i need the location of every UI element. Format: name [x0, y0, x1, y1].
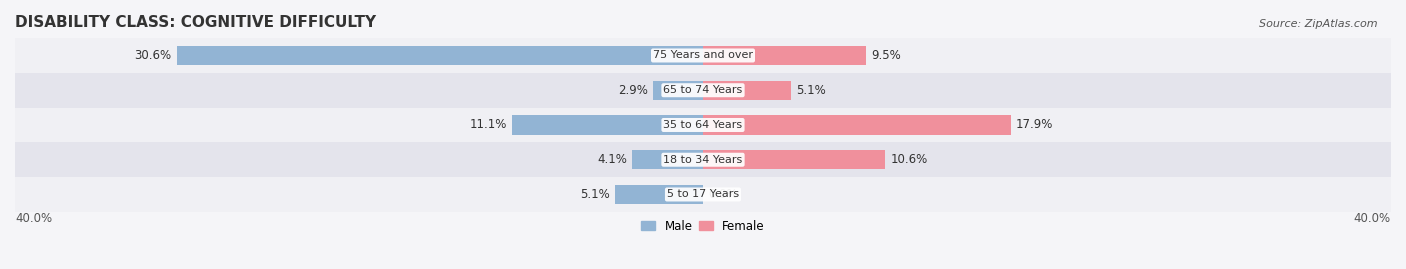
Legend: Male, Female: Male, Female [637, 215, 769, 237]
Text: 5.1%: 5.1% [796, 84, 825, 97]
Text: 9.5%: 9.5% [872, 49, 901, 62]
Bar [15, 38, 1391, 73]
Text: DISABILITY CLASS: COGNITIVE DIFFICULTY: DISABILITY CLASS: COGNITIVE DIFFICULTY [15, 15, 377, 30]
Bar [654, 81, 703, 100]
Text: 10.6%: 10.6% [890, 153, 928, 166]
Bar [633, 150, 703, 169]
Text: 65 to 74 Years: 65 to 74 Years [664, 85, 742, 95]
Bar [15, 73, 1391, 108]
Bar [703, 150, 886, 169]
Bar [15, 108, 1391, 142]
Text: 40.0%: 40.0% [1354, 212, 1391, 225]
Text: 17.9%: 17.9% [1017, 118, 1053, 132]
Bar [15, 177, 1391, 212]
Bar [616, 185, 703, 204]
Bar [177, 46, 703, 65]
Text: 0.0%: 0.0% [709, 188, 738, 201]
Text: 30.6%: 30.6% [135, 49, 172, 62]
Bar [703, 46, 866, 65]
Text: 40.0%: 40.0% [15, 212, 52, 225]
Text: 18 to 34 Years: 18 to 34 Years [664, 155, 742, 165]
Bar [703, 115, 1011, 134]
Bar [703, 81, 790, 100]
Text: 5 to 17 Years: 5 to 17 Years [666, 189, 740, 200]
Text: 11.1%: 11.1% [470, 118, 508, 132]
Text: 4.1%: 4.1% [598, 153, 627, 166]
Text: 35 to 64 Years: 35 to 64 Years [664, 120, 742, 130]
Text: 2.9%: 2.9% [619, 84, 648, 97]
Bar [15, 142, 1391, 177]
Text: 5.1%: 5.1% [581, 188, 610, 201]
Bar [512, 115, 703, 134]
Text: Source: ZipAtlas.com: Source: ZipAtlas.com [1260, 19, 1378, 29]
Text: 75 Years and over: 75 Years and over [652, 51, 754, 61]
